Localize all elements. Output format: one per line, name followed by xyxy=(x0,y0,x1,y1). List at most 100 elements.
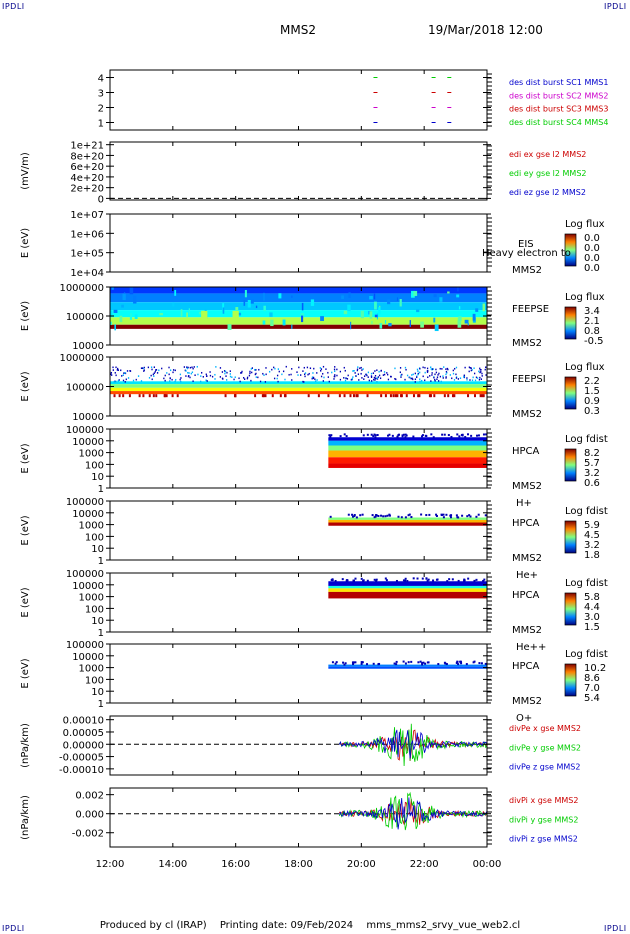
flux-speck xyxy=(360,577,363,580)
flux-speck xyxy=(268,370,271,373)
flux-speck xyxy=(355,375,357,377)
flux-speck xyxy=(276,374,279,377)
flux-speck xyxy=(458,306,461,310)
flux-speck xyxy=(457,287,459,292)
flux-speck xyxy=(231,376,233,379)
flux-speck xyxy=(304,372,307,374)
flux-speck xyxy=(277,368,280,370)
flux-speck xyxy=(478,662,481,665)
flux-speck xyxy=(110,373,112,376)
flux-speck xyxy=(416,375,418,378)
flux-speck xyxy=(115,366,117,369)
flux-speck xyxy=(443,366,445,368)
flux-speck xyxy=(416,309,420,313)
flux-speck xyxy=(222,307,225,314)
legend-entry: des dist burst SC1 MMS1 xyxy=(509,78,608,87)
y-tick-label: 1 xyxy=(98,556,104,567)
flux-speck xyxy=(455,661,458,664)
flux-speck xyxy=(459,660,462,663)
flux-speck xyxy=(471,379,474,382)
flux-speck xyxy=(354,577,357,580)
flux-speck xyxy=(206,380,208,382)
legend-entry: edi ez gse l2 MMS2 xyxy=(509,188,586,197)
flux-speck xyxy=(353,515,356,518)
energy-band xyxy=(328,581,487,586)
flux-speck xyxy=(470,434,473,437)
flux-speck xyxy=(376,434,379,437)
flux-speck xyxy=(466,377,468,379)
y-axis-label: E (eV) xyxy=(20,301,31,331)
flux-speck xyxy=(382,515,385,518)
flux-speck xyxy=(434,324,439,332)
flux-speck xyxy=(114,372,116,374)
flux-speck xyxy=(399,367,402,369)
flux-speck xyxy=(439,375,442,378)
energy-band xyxy=(328,457,487,464)
panel-frame xyxy=(109,787,488,848)
flux-speck xyxy=(320,375,323,378)
flux-speck xyxy=(122,374,125,376)
flux-speck xyxy=(424,379,426,382)
flux-speck xyxy=(439,297,443,302)
y-tick-label: 1 xyxy=(98,484,104,495)
flux-speck xyxy=(331,371,333,374)
flux-speck xyxy=(191,371,194,374)
y-tick-label: -0.002 xyxy=(72,829,104,840)
flux-speck xyxy=(456,294,460,298)
flux-speck xyxy=(414,381,416,383)
flux-speck xyxy=(360,661,363,664)
panel-label: MMS2 xyxy=(512,265,542,276)
energy-band xyxy=(110,381,487,385)
flux-speck xyxy=(455,376,458,378)
flux-speck xyxy=(180,377,182,379)
flux-speck xyxy=(141,367,144,369)
x-tick-label: 20:00 xyxy=(347,859,376,870)
flux-speck xyxy=(456,660,459,663)
flux-speck xyxy=(438,372,440,375)
flux-speck xyxy=(430,366,432,369)
colorbar-tick-label: 8.2 xyxy=(584,448,600,459)
flux-speck xyxy=(417,394,420,398)
y-tick-label: 10000 xyxy=(72,509,104,520)
flux-speck xyxy=(172,371,174,374)
flux-speck xyxy=(451,394,454,398)
flux-speck xyxy=(349,394,352,398)
flux-speck xyxy=(482,433,485,436)
flux-speck xyxy=(366,579,369,582)
flux-speck xyxy=(467,323,469,326)
flux-speck xyxy=(209,371,211,373)
flux-speck xyxy=(239,380,241,383)
flux-speck xyxy=(338,394,341,398)
flux-speck xyxy=(307,373,309,376)
flux-speck xyxy=(152,373,154,376)
flux-speck xyxy=(222,378,224,380)
flux-speck xyxy=(117,369,119,371)
flux-speck xyxy=(439,367,441,370)
flux-speck xyxy=(187,366,189,369)
flux-speck xyxy=(329,515,332,518)
flux-speck xyxy=(276,377,278,380)
flux-speck xyxy=(384,320,387,324)
flux-speck xyxy=(132,379,135,382)
flux-speck xyxy=(379,323,383,329)
series-line xyxy=(339,723,487,767)
flux-speck xyxy=(153,366,155,369)
flux-speck xyxy=(442,516,445,519)
flux-speck xyxy=(479,394,482,398)
panel-feepse: 10000 100000 1000000 E (eV) Log flux 3.42.10.… xyxy=(20,283,605,352)
flux-speck xyxy=(343,310,348,315)
flux-speck xyxy=(450,435,453,438)
panel-divpi: -0.002 0.000 0.002 (nPa/km) divPi x gse MMS2… xyxy=(20,787,578,848)
flux-speck xyxy=(419,380,421,383)
flux-speck xyxy=(200,380,202,383)
flux-speck xyxy=(449,374,452,376)
y-tick-label: 100 xyxy=(85,604,104,615)
flux-speck xyxy=(159,312,163,316)
flux-speck xyxy=(308,372,310,375)
flux-speck xyxy=(226,371,228,374)
flux-speck xyxy=(372,378,375,381)
flux-speck xyxy=(468,514,471,517)
flux-speck xyxy=(171,378,173,381)
flux-speck xyxy=(369,311,373,319)
